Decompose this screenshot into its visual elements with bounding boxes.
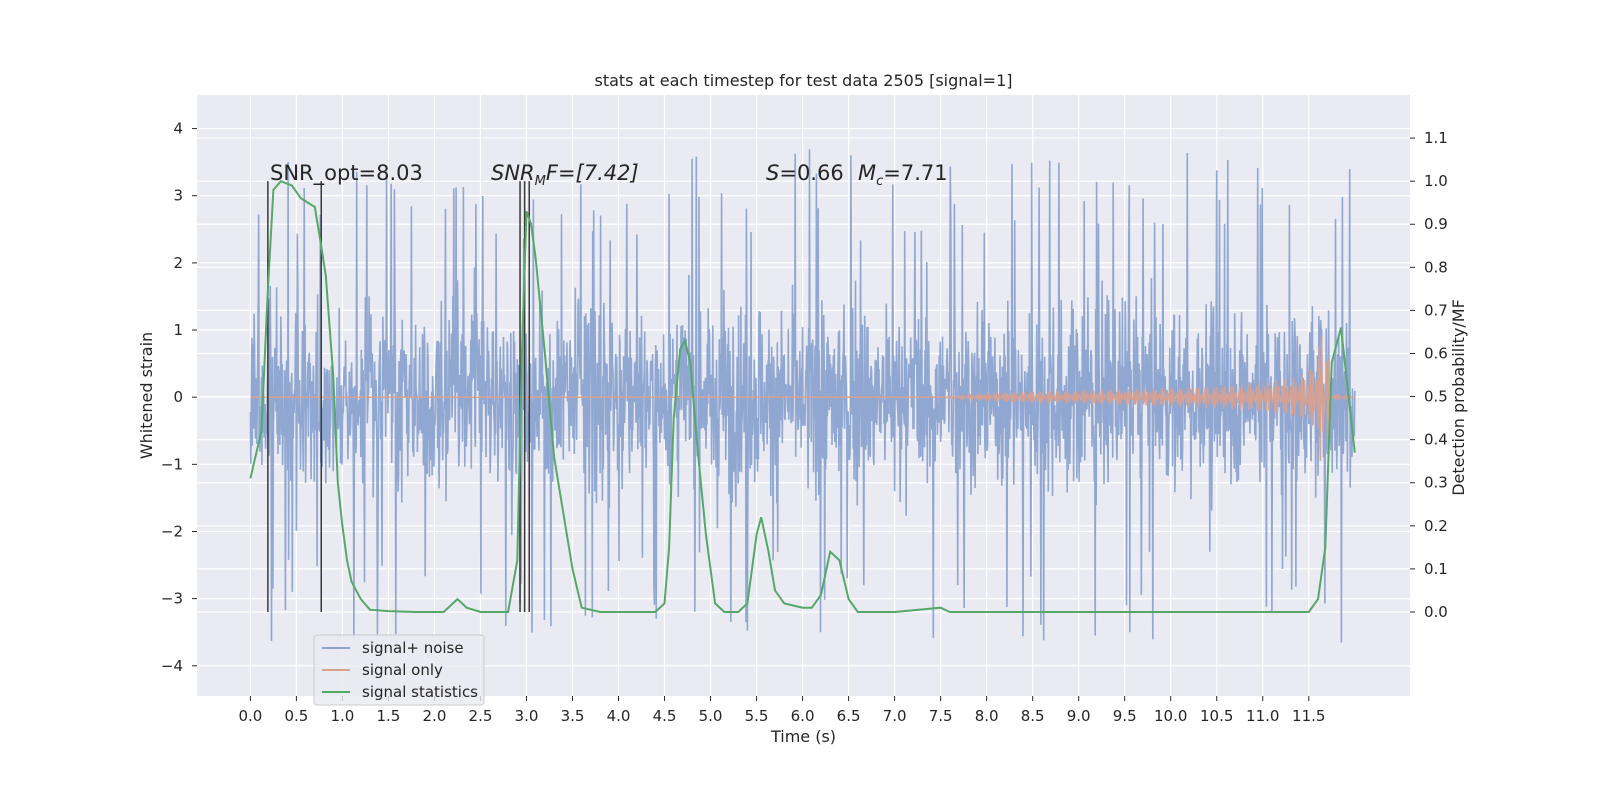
x-tick-label: 2.5: [469, 707, 493, 725]
y-tick-label: 1: [173, 321, 183, 339]
x-tick-label: 9.0: [1067, 707, 1091, 725]
annotation-snr-mf: SNRMF=[7.42]: [491, 161, 639, 189]
annotation-mc-rest: =7.71: [883, 161, 947, 185]
x-tick-label: 7.5: [929, 707, 953, 725]
y-tick-label: −2: [161, 522, 183, 540]
series-signal-statistics: [249, 180, 1356, 613]
legend-box: [313, 634, 485, 706]
y-axis-label: Whitened strain: [137, 332, 156, 459]
y-axis-ticks: 4 3 2 1 0 −1 −2 −3 −4: [161, 120, 197, 675]
x-tick-label: 9.5: [1113, 707, 1137, 725]
x-tick-label: 0.5: [284, 707, 308, 725]
x-tick-label: 8.5: [1021, 707, 1045, 725]
x-tick-label: 3.5: [561, 707, 585, 725]
x-tick-label: 0.0: [238, 707, 262, 725]
y2-axis-ticks: 1.1 1.0 0.9 0.8 0.7 0.6 0.5 0.4 0.3 0.2 0.1 0.0: [1410, 129, 1448, 621]
legend: signal+ noise signal only signal statist…: [313, 634, 485, 706]
y2-tick-label: 1.0: [1424, 172, 1448, 190]
annotation-snr-mf-main: SNR: [491, 161, 535, 185]
y-tick-label: −4: [161, 657, 183, 675]
y-tick-label: 3: [173, 187, 183, 205]
y2-tick-label: 0.9: [1424, 215, 1448, 233]
y2-tick-label: 0.0: [1424, 603, 1448, 621]
x-tick-label: 11.0: [1246, 707, 1279, 725]
x-tick-label: 10.5: [1200, 707, 1233, 725]
y-tick-label: −3: [161, 590, 183, 608]
x-tick-label: 4.5: [653, 707, 677, 725]
x-tick-label: 5.5: [745, 707, 769, 725]
x-tick-label: 10.0: [1154, 707, 1187, 725]
annotation-mc: Mc=7.71: [858, 161, 948, 189]
y2-tick-label: 0.2: [1424, 517, 1448, 535]
y-tick-label: 0: [173, 388, 183, 406]
x-tick-label: 5.0: [699, 707, 723, 725]
x-tick-label: 1.0: [330, 707, 354, 725]
y2-tick-label: 0.7: [1424, 301, 1448, 319]
y2-tick-label: 0.5: [1424, 388, 1448, 406]
x-tick-label: 8.0: [975, 707, 999, 725]
y-tick-label: −1: [161, 455, 183, 473]
annotation-mc-main: M: [858, 161, 876, 185]
series-signal-plus-noise: [249, 149, 1356, 643]
y2-tick-label: 0.8: [1424, 258, 1448, 276]
legend-label-signal-statistics: signal statistics: [362, 683, 478, 701]
signal-only-trace: [250, 335, 1355, 461]
x-tick-label: 2.0: [423, 707, 447, 725]
x-tick-label: 4.0: [607, 707, 631, 725]
x-axis-ticks: 0.0 0.5 1.0 1.5 2.0 2.5 3.0 3.5 4.0 4.5 5.0 5.5 6.0 6…: [238, 696, 1325, 725]
y2-tick-label: 0.3: [1424, 474, 1448, 492]
annotation-mc-sub: c: [876, 174, 883, 189]
annotation-snr-mf-sub: M: [535, 174, 546, 189]
legend-label-signal-only: signal only: [362, 661, 443, 679]
x-tick-label: 1.5: [376, 707, 400, 725]
y2-axis-label: Detection probability/MF: [1449, 299, 1468, 496]
x-tick-label: 7.0: [883, 707, 907, 725]
x-axis-label: Time (s): [770, 727, 836, 746]
chart-title: stats at each timestep for test data 250…: [594, 71, 1012, 90]
signal-statistics-line: [249, 180, 1356, 613]
series-signal-only: [250, 335, 1355, 461]
y2-tick-label: 0.1: [1424, 560, 1448, 578]
y2-tick-label: 1.1: [1424, 129, 1448, 147]
y-tick-label: 2: [173, 254, 183, 272]
y2-tick-label: 0.4: [1424, 431, 1448, 449]
annotation-snr-mf-rest: F=[7.42]: [546, 161, 639, 185]
signal-plus-noise-trace: [249, 149, 1356, 643]
x-tick-label: 3.0: [515, 707, 539, 725]
legend-label-signal-plus-noise: signal+ noise: [362, 639, 464, 657]
x-tick-label: 11.5: [1292, 707, 1325, 725]
x-tick-label: 6.5: [837, 707, 861, 725]
annotation-s: S=0.66: [766, 161, 844, 185]
y-tick-label: 4: [173, 120, 183, 138]
annotation-snr-opt: SNR_opt=8.03: [270, 161, 423, 186]
annotation-s-main: S: [766, 161, 779, 185]
annotation-s-rest: =0.66: [779, 161, 843, 185]
x-tick-label: 6.0: [791, 707, 815, 725]
y2-tick-label: 0.6: [1424, 344, 1448, 362]
